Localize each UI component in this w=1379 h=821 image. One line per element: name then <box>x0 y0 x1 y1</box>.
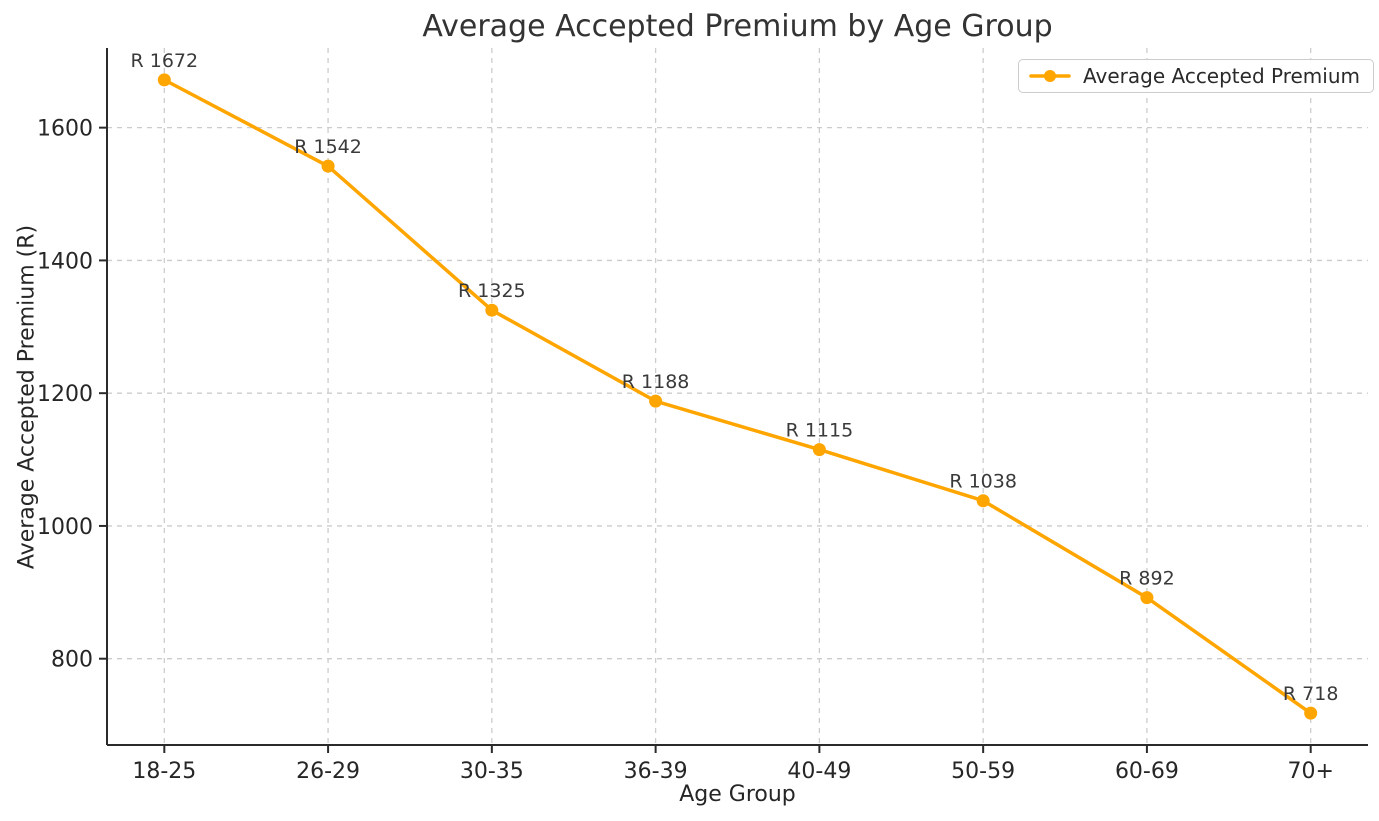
x-tick-label: 50-59 <box>951 759 1015 784</box>
data-point-marker <box>812 443 826 457</box>
legend: Average Accepted Premium <box>1018 59 1375 93</box>
y-tick-label: 1200 <box>37 382 93 407</box>
data-point-label: R 1038 <box>949 471 1017 493</box>
y-axis-label: Average Accepted Premium (R) <box>14 224 40 570</box>
y-tick-label: 1000 <box>37 515 93 540</box>
data-point-label: R 1325 <box>458 280 526 302</box>
data-point-marker <box>976 494 990 508</box>
x-tick-label: 70+ <box>1287 759 1333 784</box>
data-point-marker <box>1304 706 1318 720</box>
x-tick-label: 18-25 <box>132 759 196 784</box>
data-point-label: R 1188 <box>622 371 690 393</box>
data-point-marker <box>321 159 335 173</box>
data-point-marker <box>485 303 499 317</box>
x-tick-label: 26-29 <box>296 759 360 784</box>
data-point-label: R 718 <box>1283 683 1339 705</box>
y-tick-label: 1400 <box>37 249 93 274</box>
x-tick-label: 60-69 <box>1115 759 1179 784</box>
data-point-marker <box>649 394 663 408</box>
x-tick-label: 30-35 <box>460 759 524 784</box>
data-point-label: R 1542 <box>294 136 362 158</box>
x-tick-label: 36-39 <box>624 759 688 784</box>
data-point-label: R 1115 <box>786 420 854 442</box>
data-point-label: R 892 <box>1119 568 1175 590</box>
y-tick-label: 800 <box>51 648 93 673</box>
legend-label: Average Accepted Premium <box>1083 64 1361 88</box>
x-axis-label: Age Group <box>679 782 796 807</box>
data-point-marker <box>1140 591 1154 605</box>
legend-line-marker-icon <box>1029 70 1071 82</box>
data-point-label: R 1672 <box>131 50 199 72</box>
series-line <box>162 78 1313 715</box>
x-tick-label: 40-49 <box>787 759 851 784</box>
data-point-marker <box>157 73 171 87</box>
chart-title: Average Accepted Premium by Age Group <box>422 9 1053 44</box>
y-tick-label: 1600 <box>37 117 93 142</box>
